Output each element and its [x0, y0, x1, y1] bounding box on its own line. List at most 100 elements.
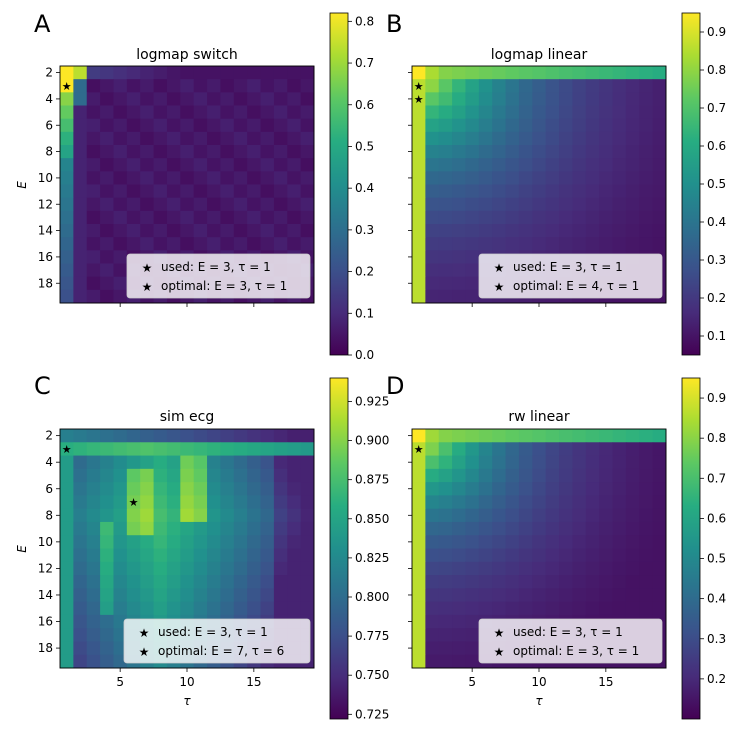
- heatmap-cell: [86, 145, 101, 159]
- heatmap-cell: [113, 455, 128, 470]
- heatmap-cell: [452, 588, 466, 603]
- heatmap-cell: [126, 171, 141, 185]
- heatmap-cell: [438, 105, 453, 120]
- heatmap-cell: [220, 197, 235, 212]
- heatmap-cell: [478, 66, 493, 80]
- heatmap-cell: [180, 442, 195, 457]
- heatmap-cell: [452, 548, 466, 563]
- colorbar-gradient: [329, 377, 349, 720]
- heatmap-cell: [612, 79, 627, 93]
- heatmap-cell: [247, 210, 262, 225]
- x-tick-label: 15: [246, 675, 261, 689]
- heatmap-cell: [193, 105, 208, 120]
- heatmap-cell: [220, 482, 235, 496]
- heatmap-cell: [438, 482, 453, 496]
- heatmap-cell: [438, 548, 453, 563]
- heatmap-cell: [478, 588, 493, 603]
- heatmap-cell: [287, 429, 302, 443]
- heatmap-cell: [273, 145, 288, 159]
- heatmap-cell: [612, 601, 627, 616]
- heatmap-cell: [220, 79, 235, 93]
- heatmap-cell: [532, 588, 547, 603]
- heatmap-cell: [220, 442, 235, 457]
- heatmap-cell: [492, 158, 507, 172]
- heatmap-cell: [220, 495, 235, 510]
- heatmap-cell: [452, 131, 466, 146]
- colorbar-d: 0.2 0.3 0.4 0.5 0.6 0.7 0.8 0.9: [681, 377, 726, 720]
- heatmap-cell: [438, 588, 453, 603]
- heatmap-cell: [639, 158, 654, 172]
- heatmap-cell: [412, 535, 426, 549]
- heatmap-cell: [260, 237, 275, 251]
- heatmap-cell: [193, 118, 208, 133]
- heatmap-cell: [438, 601, 453, 616]
- heatmap-cell: [153, 429, 168, 443]
- x-axis-label-d: τ: [535, 694, 543, 708]
- heatmap-cell: [260, 561, 275, 576]
- heatmap-cell: [166, 442, 181, 457]
- heatmap-cell: [247, 482, 262, 496]
- heatmap-cell: [247, 171, 262, 185]
- colorbar-tick-label: 0.825: [355, 551, 389, 565]
- heatmap-cell: [113, 289, 128, 304]
- heatmap-cell: [545, 561, 560, 576]
- heatmap-cell: [518, 442, 533, 457]
- y-tick-label: 4: [45, 455, 53, 469]
- heatmap-cell: [73, 482, 88, 496]
- heatmap-cell: [193, 158, 208, 172]
- heatmap-cell: [518, 118, 533, 133]
- heatmap-cell: [113, 429, 128, 443]
- heatmap-cell: [260, 601, 275, 616]
- heatmap-cell: [545, 601, 560, 616]
- heatmap-cell: [140, 561, 155, 576]
- legend-label-b-used: used: E = 3, τ = 1: [513, 260, 623, 274]
- heatmap-cell: [100, 548, 114, 563]
- heatmap-cell: [625, 442, 640, 457]
- heatmap-cell: [207, 548, 221, 563]
- heatmap-cell: [438, 210, 453, 225]
- heatmap-cell: [180, 158, 195, 172]
- heatmap-cell: [287, 535, 302, 549]
- y-ticks-b: [408, 72, 412, 284]
- heatmap-cell: [612, 210, 627, 225]
- heatmap-cell: [572, 79, 587, 93]
- heatmap-cell: [412, 548, 426, 563]
- heatmap-cell: [60, 614, 74, 629]
- heatmap-cell: [207, 66, 221, 80]
- heatmap-cell: [639, 224, 654, 238]
- heatmap-cell: [585, 495, 600, 510]
- heatmap-cell: [478, 429, 493, 443]
- y-tick-label: 16: [38, 615, 53, 629]
- heatmap-cell: [180, 521, 195, 536]
- heatmap-cell: [492, 237, 507, 251]
- heatmap-cell: [478, 535, 493, 549]
- heatmap-cell: [412, 276, 426, 291]
- heatmap-cell: [86, 171, 101, 185]
- heatmap-cell: [113, 263, 128, 278]
- heatmap-cell: [505, 237, 520, 251]
- heatmap-cell: [625, 79, 640, 93]
- heatmap-cell: [86, 601, 101, 616]
- heatmap-cell: [140, 131, 155, 146]
- colorbar-tick-label: 0.6: [707, 139, 726, 153]
- heatmap-cell: [452, 429, 466, 443]
- heatmap-cell: [465, 588, 480, 603]
- heatmap-cell: [452, 263, 466, 278]
- heatmap-cell: [652, 79, 667, 93]
- heatmap-cell: [60, 641, 74, 656]
- heatmap-cell: [193, 548, 208, 563]
- heatmap-cell: [492, 442, 507, 457]
- heatmap-cell: [60, 158, 74, 172]
- heatmap-cell: [180, 105, 195, 120]
- colorbar-tick-label: 0.3: [707, 632, 726, 646]
- heatmap-cell: [545, 158, 560, 172]
- heatmap-cell: [113, 66, 128, 80]
- heatmap-cell: [153, 105, 168, 120]
- heatmap-cell: [505, 429, 520, 443]
- legend-b: ★ used: E = 3, τ = 1 ★ optimal: E = 4, τ…: [478, 253, 663, 299]
- x-ticks-c: 5 10 15: [116, 668, 261, 689]
- heatmap-cell: [532, 535, 547, 549]
- heatmap-cell: [425, 442, 440, 457]
- heatmap-cell: [86, 654, 101, 669]
